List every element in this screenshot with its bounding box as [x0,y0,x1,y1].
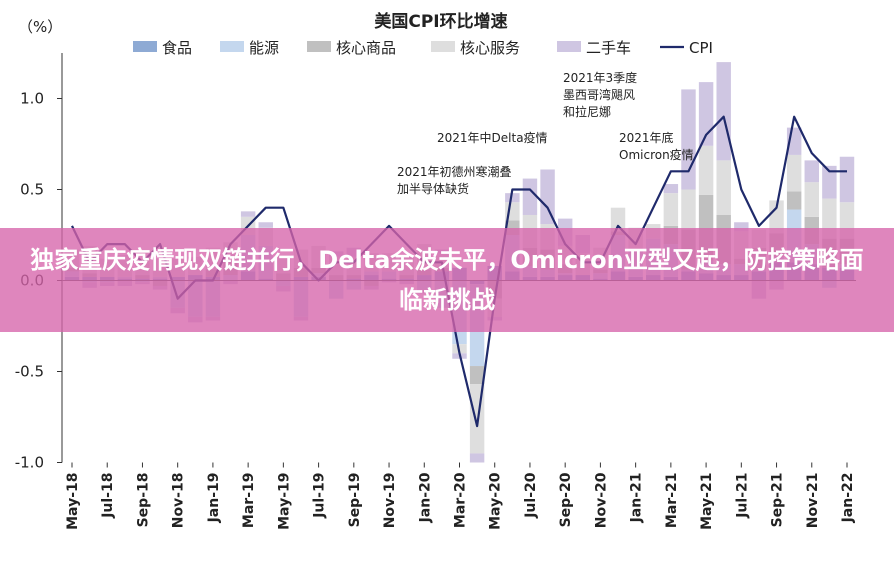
legend-swatch [220,41,244,52]
x-tick-label: Jul-19 [312,473,328,519]
bar-segment [610,207,626,232]
annotation-text: 墨西哥湾飓风 [563,87,635,102]
legend-label: 二手车 [586,39,631,57]
legend-label: 食品 [162,39,192,57]
bar-segment [681,189,696,230]
bar-segment [786,191,802,210]
bar-segment [663,184,679,194]
legend-label: 能源 [249,39,279,57]
annotation-text: 加半导体缺货 [397,181,469,196]
annotation-text: 2021年底 [619,130,674,145]
bar-segment [469,453,485,463]
x-tick-label: May-19 [276,473,292,530]
x-tick-label: Sep-20 [558,472,574,527]
x-tick-label: Sep-19 [347,473,363,528]
chart-title: 美国CPI环比增速 [374,11,507,32]
legend-swatch [557,41,581,52]
legend: 食品 能源 核心商品 核心服务 二手车 CPI [133,39,713,57]
annotation-text: 2021年中Delta疫情 [437,130,548,145]
bar-segment [716,62,731,161]
x-tick-label: May-21 [699,473,715,530]
x-tick-label: Jul-18 [100,473,116,519]
x-tick-label: Jul-20 [523,472,539,519]
annotation-text: Omicron疫情 [619,147,694,162]
bar-segment [769,200,784,234]
x-tick-label: Mar-20 [453,472,469,528]
x-tick-label: Jan-19 [206,473,222,524]
x-tick-label: Jan-22 [840,473,856,524]
bar-segment [822,165,837,199]
x-tick-label: Nov-18 [171,473,187,529]
x-tick-label: Nov-20 [593,472,609,528]
x-tick-label: May-18 [65,473,81,530]
x-tick-label: Sep-18 [135,473,151,528]
bar-segment [505,193,520,203]
y-tick-label: 0.5 [20,181,44,199]
annotation-text: 和拉尼娜 [563,104,611,119]
x-tick-label: Sep-21 [770,473,786,528]
bar-segment [698,145,714,195]
x-tick-label: Nov-19 [382,473,398,529]
x-tick-label: Nov-21 [805,473,821,529]
bar-segment [240,211,256,217]
bar-segment [716,160,731,215]
bar-segment [469,366,485,385]
legend-label: CPI [689,39,713,57]
y-tick-label: -1.0 [15,454,44,472]
bar-segment [786,154,802,192]
x-tick-label: Mar-19 [241,473,257,529]
bar-segment [681,89,696,190]
legend-label: 核心服务 [460,39,520,57]
y-axis-unit-label: （%） [18,18,62,36]
bar-segment [804,182,819,217]
bar-segment [258,222,273,228]
y-tick-label: 1.0 [20,90,44,108]
x-tick-label: Jan-20 [417,472,433,523]
legend-swatch [431,41,455,52]
legend-label: 核心商品 [336,39,396,57]
annotation-text: 2021年初德州寒潮叠 [397,164,512,179]
bar-segment [663,193,679,226]
y-tick-label: -0.5 [15,363,44,381]
bar-segment [734,222,749,232]
x-tick-label: May-20 [488,472,504,530]
bar-segment [804,160,819,183]
x-tick-label: Jan-21 [629,473,645,524]
annotation-text: 2021年3季度 [563,70,637,85]
x-tick-label: Mar-21 [664,473,680,529]
bar-segment [839,156,855,203]
legend-swatch [307,41,331,52]
legend-swatch [133,41,157,52]
bar-segment [522,178,538,215]
bar-segment [540,169,555,225]
x-tick-label: Jul-21 [734,473,750,519]
headline-banner: 独家重庆疫情现双链并行，Delta余波未平，Omicron亚型又起，防控策略面临… [0,228,894,332]
headline-text: 独家重庆疫情现双链并行，Delta余波未平，Omicron亚型又起，防控策略面临… [30,246,864,314]
